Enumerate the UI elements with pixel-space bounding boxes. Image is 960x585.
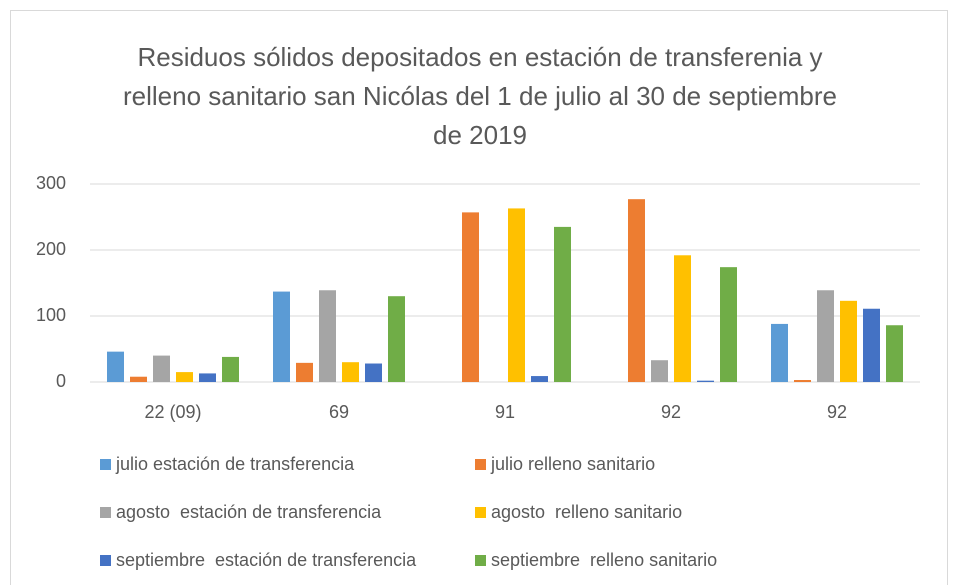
legend-swatch: [475, 459, 486, 470]
bar: [840, 300, 857, 382]
x-tick-label: 22 (09): [144, 402, 201, 422]
x-tick-label: 92: [827, 402, 847, 422]
bar: [319, 290, 336, 382]
bar: [720, 267, 737, 382]
bar: [863, 308, 880, 382]
bar: [508, 208, 525, 382]
bar: [222, 356, 239, 382]
bar: [153, 355, 170, 382]
bar: [554, 226, 571, 382]
legend-swatch: [475, 555, 486, 566]
bar: [674, 255, 691, 382]
legend-swatch: [100, 459, 111, 470]
bar: [365, 363, 382, 382]
bar: [651, 360, 668, 382]
x-tick-label: 91: [495, 402, 515, 422]
bar: [817, 290, 834, 382]
bar: [296, 362, 313, 382]
chart-border: [10, 10, 948, 585]
bar: [130, 376, 147, 382]
bar: [176, 372, 193, 382]
legend-label: agosto estación de transferencia: [116, 502, 382, 522]
bar: [531, 376, 548, 382]
y-tick-label: 200: [36, 239, 66, 259]
legend-swatch: [475, 507, 486, 518]
legend-label: septiembre relleno sanitario: [491, 550, 717, 570]
x-tick-label: 69: [329, 402, 349, 422]
bar: [771, 323, 788, 382]
bar: [342, 362, 359, 382]
bar: [388, 296, 405, 382]
legend-swatch: [100, 555, 111, 566]
y-tick-label: 100: [36, 305, 66, 325]
bar: [794, 380, 811, 382]
legend-label: julio relleno sanitario: [490, 454, 655, 474]
bar: [697, 380, 714, 382]
bar: [886, 325, 903, 382]
chart-title: Residuos sólidos depositados en estación…: [123, 42, 837, 150]
y-tick-label: 300: [36, 173, 66, 193]
bar: [273, 291, 290, 382]
legend-swatch: [100, 507, 111, 518]
legend-label: julio estación de transferencia: [115, 454, 355, 474]
bar: [462, 212, 479, 382]
bar: [107, 351, 124, 382]
legend-label: agosto relleno sanitario: [491, 502, 682, 522]
legend-label: septiembre estación de transferencia: [116, 550, 417, 570]
bar: [199, 373, 216, 382]
x-tick-label: 92: [661, 402, 681, 422]
y-tick-label: 0: [56, 371, 66, 391]
bar: [628, 199, 645, 382]
